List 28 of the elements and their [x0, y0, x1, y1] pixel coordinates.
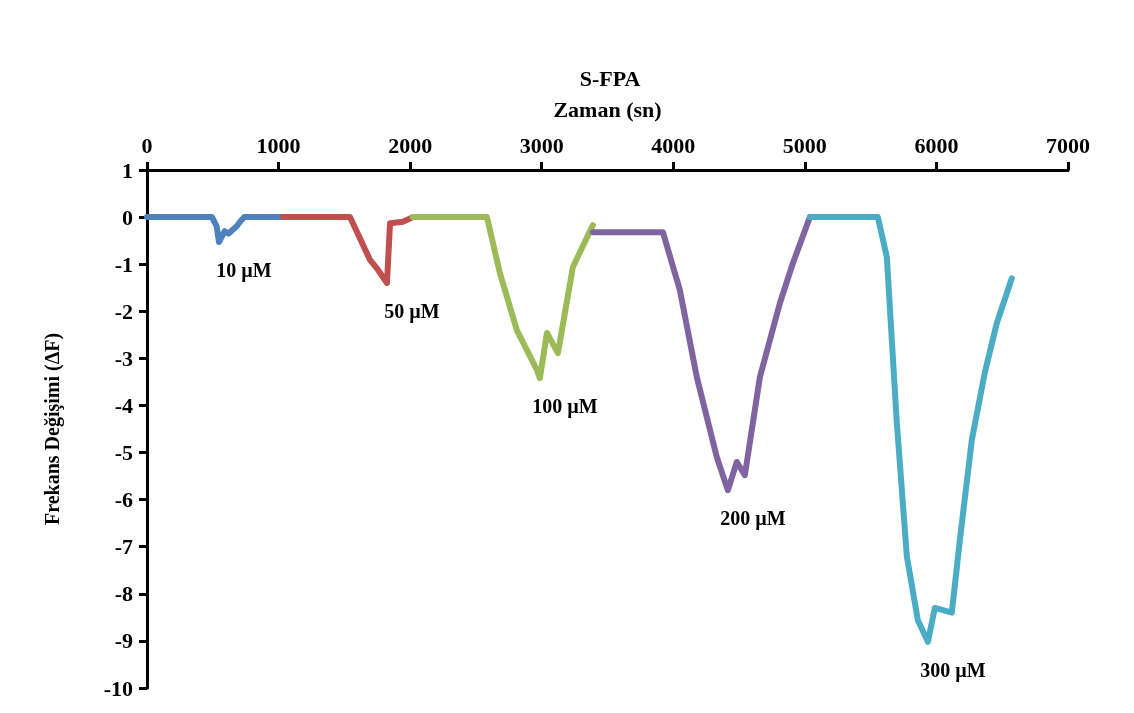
y-tick-label: -10	[103, 675, 133, 701]
x-tick-label: 7000	[1046, 132, 1090, 158]
y-tick-label: -9	[114, 628, 133, 654]
y-tick-label: -7	[114, 534, 133, 560]
annotation: 10 µM	[216, 259, 272, 283]
annotation: 300 µM	[920, 658, 986, 682]
x-tick-label: 5000	[782, 132, 827, 158]
x-tick-label: 4000	[651, 132, 696, 158]
y-tick-label: -6	[114, 487, 133, 513]
y-tick-label: 1	[122, 157, 133, 183]
y-tick-label: -5	[114, 440, 133, 466]
y-tick-label: -2	[114, 298, 133, 324]
x-tick-label: 6000	[914, 132, 959, 158]
y-tick-label: -1	[114, 251, 133, 277]
y-axis-title: Frekans Değişimi (ΔF)	[41, 332, 64, 526]
y-tick-label: -4	[114, 392, 133, 418]
x-tick-label: 1000	[256, 132, 301, 158]
y-tick-label: 0	[122, 204, 133, 230]
annotation: 50 µM	[384, 300, 440, 324]
x-axis-title: Zaman (sn)	[553, 96, 662, 122]
chart-title: S-FPA	[579, 65, 641, 91]
annotation: 100 µM	[532, 395, 598, 419]
y-tick-label: -3	[114, 345, 133, 371]
annotation: 200 µM	[720, 507, 786, 531]
y-tick-label: -8	[114, 581, 133, 607]
x-tick-label: 0	[141, 132, 153, 158]
x-tick-label: 3000	[519, 132, 564, 158]
x-tick-label: 2000	[388, 132, 433, 158]
